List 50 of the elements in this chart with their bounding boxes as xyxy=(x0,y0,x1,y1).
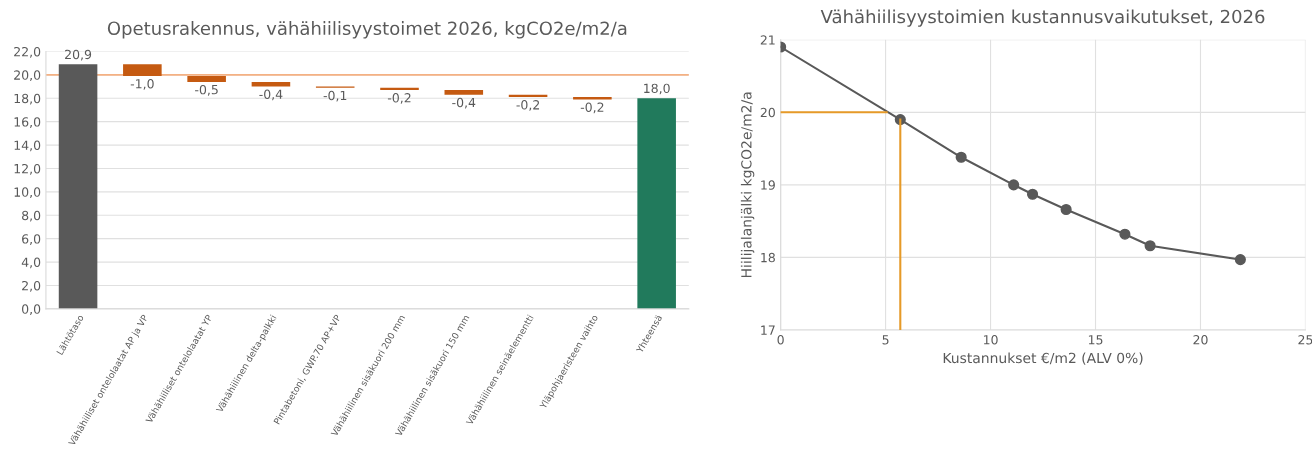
y-tick-label: 4,0 xyxy=(21,257,41,269)
data-label: 20,9 xyxy=(65,49,92,61)
point xyxy=(955,151,967,163)
y-tick-label: 10,0 xyxy=(14,187,41,199)
data-label: -0,2 xyxy=(387,93,411,104)
point xyxy=(1144,240,1156,252)
bar xyxy=(444,90,484,95)
y-tick-label: 12,0 xyxy=(14,163,41,175)
x-axis-title: Kustannukset €/m2 (ALV 0%) xyxy=(943,352,1143,365)
data-label: -0,2 xyxy=(516,100,540,111)
data-label: 18,0 xyxy=(644,83,670,95)
data-label: -1,0 xyxy=(130,79,154,90)
y-tick-label: 21 xyxy=(760,35,775,45)
x-tick-label: 5 xyxy=(882,335,889,345)
point xyxy=(1060,203,1072,216)
y-tick-label: 0,0 xyxy=(22,304,41,316)
point xyxy=(1008,179,1020,191)
y-tick-label: 6,0 xyxy=(22,234,41,245)
y-tick-label: 8,0 xyxy=(22,210,41,222)
data-label: -0,4 xyxy=(259,89,283,101)
y-tick-label: 18 xyxy=(761,252,775,263)
y-tick-label: 19 xyxy=(761,180,775,190)
y-tick-label: 18,0 xyxy=(14,93,41,105)
y-tick-label: 20,0 xyxy=(14,70,41,82)
x-tick-label: 25 xyxy=(1298,335,1312,345)
y-tick-label: 16,0 xyxy=(14,117,41,128)
bar xyxy=(58,64,98,309)
chart-title: Vähähiilisyystoimien kustannusvaikutukset, 2026 xyxy=(820,9,1265,27)
y-tick-label: 2,0 xyxy=(22,280,41,292)
x-tick-label: 15 xyxy=(1088,335,1103,345)
x-tick-label: 20 xyxy=(1193,335,1208,345)
x-tick-label: 10 xyxy=(983,335,998,345)
data-label: -0,1 xyxy=(323,90,347,102)
y-tick-label: 14,0 xyxy=(14,140,41,152)
y-tick-label: 17 xyxy=(761,325,775,335)
x-tick-label: 0 xyxy=(777,335,784,345)
y-tick-label: 20 xyxy=(760,107,775,118)
y-axis-title: Hiilijalanjälki kgCO2e/m2/a xyxy=(740,92,755,278)
point xyxy=(1119,228,1131,240)
y-tick-label: 22,0 xyxy=(14,46,41,58)
bar xyxy=(637,98,676,309)
point xyxy=(1234,254,1246,266)
data-label: -0,4 xyxy=(452,97,476,109)
point xyxy=(1026,188,1039,200)
bar xyxy=(187,76,226,82)
data-label: -0,5 xyxy=(195,84,218,96)
bar xyxy=(251,81,291,87)
chart-title: Opetusrakennus, vähähiilisyystoimet 2026, kgCO2e/m2/a xyxy=(107,21,627,39)
data-label: -0,2 xyxy=(580,102,604,114)
bar xyxy=(123,64,162,77)
